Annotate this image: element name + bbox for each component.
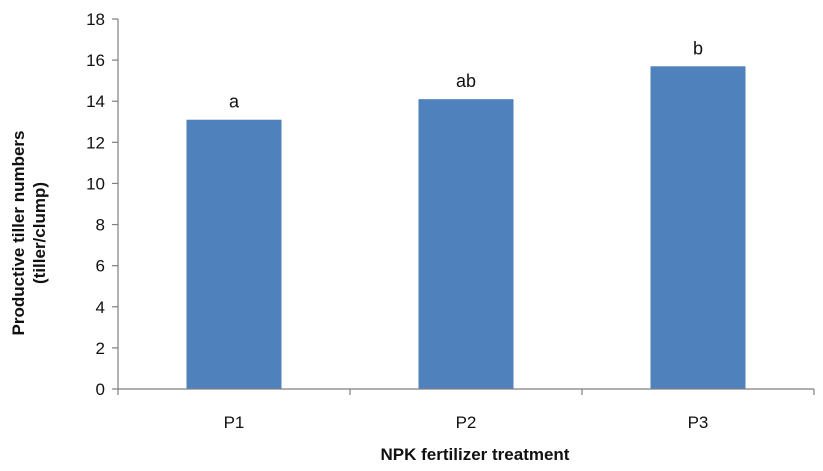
y-axis-title-line-1: Productive tiller numbers	[9, 131, 28, 336]
bar-p3	[650, 66, 746, 390]
y-tick-label: 4	[96, 298, 105, 317]
x-tick-label-p3: P3	[688, 413, 709, 432]
bar-p1	[186, 119, 282, 389]
x-tick-label-p2: P2	[456, 413, 477, 432]
data-label-p1: a	[229, 92, 240, 112]
y-axis-title-line-2: (tiller/clump)	[30, 182, 49, 284]
x-tick-label-p1: P1	[224, 413, 245, 432]
axes	[117, 19, 814, 390]
y-tick-label: 18	[86, 10, 105, 29]
data-label-p2: ab	[456, 71, 476, 91]
y-tick-label: 10	[86, 174, 105, 193]
y-axis-ticks: 0 2 4 6 8 10 12 14 16 18	[86, 10, 118, 399]
bar-p2	[418, 99, 514, 390]
y-axis-title: Productive tiller numbers (tiller/clump)	[9, 131, 49, 336]
x-axis-ticks: P1 P2 P3	[117, 389, 815, 432]
bars-group: a ab b	[186, 38, 746, 390]
x-axis-title: NPK fertilizer treatment	[381, 445, 570, 464]
y-tick-label: 14	[86, 92, 105, 111]
y-tick-label: 16	[86, 51, 105, 70]
y-tick-label: 8	[96, 216, 105, 235]
y-tick-label: 0	[96, 380, 105, 399]
data-label-p3: b	[693, 38, 703, 58]
y-tick-label: 2	[96, 339, 105, 358]
y-tick-label: 6	[96, 257, 105, 276]
y-tick-label: 12	[86, 133, 105, 152]
